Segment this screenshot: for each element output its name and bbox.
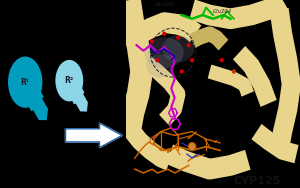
Text: R²: R² (65, 76, 74, 85)
Circle shape (162, 32, 167, 36)
Circle shape (187, 43, 191, 47)
Ellipse shape (147, 55, 175, 77)
Polygon shape (136, 12, 201, 43)
Circle shape (8, 56, 42, 108)
Ellipse shape (145, 38, 183, 68)
Polygon shape (189, 27, 228, 50)
Circle shape (188, 143, 196, 151)
Circle shape (180, 69, 184, 74)
Polygon shape (118, 0, 153, 134)
Polygon shape (233, 46, 277, 107)
Ellipse shape (163, 36, 194, 62)
Text: R¹: R¹ (21, 78, 30, 87)
Polygon shape (123, 122, 173, 170)
Circle shape (220, 58, 224, 62)
Polygon shape (59, 65, 84, 104)
Polygon shape (65, 123, 122, 148)
Polygon shape (76, 94, 87, 111)
Polygon shape (33, 99, 47, 120)
Polygon shape (13, 63, 43, 111)
Polygon shape (208, 64, 254, 97)
Polygon shape (251, 124, 298, 163)
Polygon shape (139, 54, 185, 126)
Polygon shape (166, 145, 250, 180)
Circle shape (190, 58, 194, 62)
Circle shape (56, 60, 83, 101)
Circle shape (150, 39, 154, 44)
Text: Asn203: Asn203 (154, 2, 174, 7)
Text: Glu204: Glu204 (213, 9, 232, 14)
Polygon shape (189, 0, 288, 29)
Circle shape (155, 58, 159, 62)
Circle shape (232, 69, 236, 74)
Polygon shape (270, 8, 300, 152)
Circle shape (176, 35, 180, 40)
Text: CYP125: CYP125 (234, 176, 281, 186)
